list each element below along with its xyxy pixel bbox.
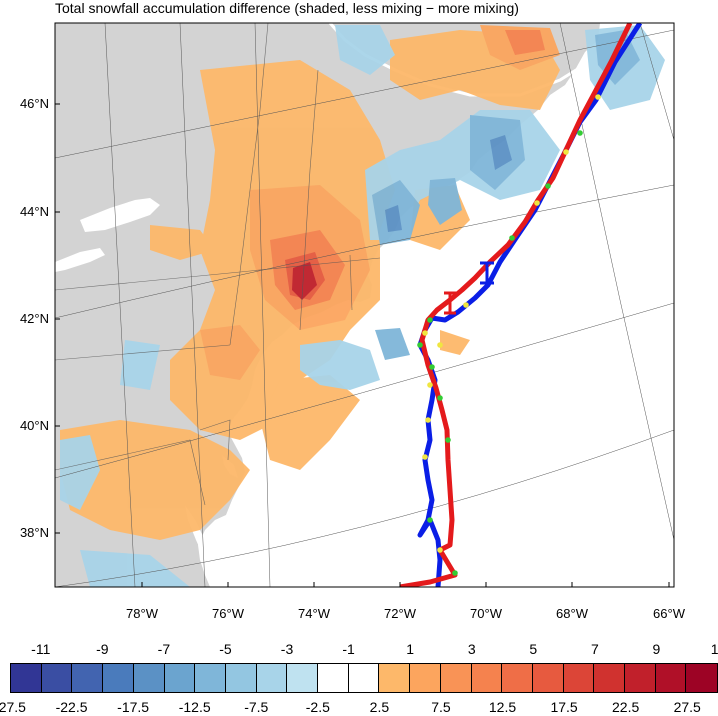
colorbar-bottom-label: 12.5 bbox=[488, 699, 517, 715]
colorbar-top-label: -9 bbox=[96, 641, 109, 657]
figure-title: Total snowfall accumulation difference (… bbox=[55, 0, 519, 16]
colorbar-bottom-label: -12.5 bbox=[178, 699, 211, 715]
colorbar-cell bbox=[72, 664, 104, 692]
colorbar-top-label: 3 bbox=[467, 641, 476, 657]
colorbar bbox=[10, 663, 718, 693]
colorbar-cell bbox=[471, 664, 503, 692]
lon-label: 66°W bbox=[653, 606, 685, 621]
colorbar-bottom-label: 22.5 bbox=[612, 699, 640, 715]
colorbar-cell bbox=[655, 664, 687, 692]
colorbar-cell bbox=[410, 664, 441, 692]
lat-label: 46°N bbox=[19, 96, 49, 111]
track-end-marker-more-mixing bbox=[480, 261, 494, 285]
negative-difference-shading bbox=[60, 25, 665, 587]
colorbar-cell bbox=[563, 664, 595, 692]
colorbar-cell bbox=[625, 664, 656, 692]
colorbar-top-label: -7 bbox=[157, 641, 171, 657]
track-markers bbox=[417, 94, 601, 576]
colorbar-top-label: -1 bbox=[342, 641, 355, 657]
lon-label: 78°W bbox=[126, 606, 158, 621]
lat-label: 42°N bbox=[19, 311, 49, 326]
colorbar-bottom-label: -7.5 bbox=[244, 699, 269, 715]
lon-label: 76°W bbox=[212, 606, 244, 621]
colorbar-top-label: 1 bbox=[406, 641, 415, 657]
lon-label: 74°W bbox=[298, 606, 330, 621]
lat-label: 44°N bbox=[19, 204, 49, 219]
colorbar-bottom-label: -27.5 bbox=[0, 699, 26, 715]
lat-label: 40°N bbox=[19, 418, 49, 433]
colorbar-bottom-label: -22.5 bbox=[55, 699, 88, 715]
track-end-marker-less-mixing bbox=[444, 291, 456, 315]
colorbar-top-label: -5 bbox=[219, 641, 232, 657]
lat-label: 38°N bbox=[19, 525, 49, 540]
colorbar-top-label: -11 bbox=[31, 641, 51, 657]
colorbar-bottom-label: 2.5 bbox=[369, 699, 390, 715]
colorbar-cell bbox=[287, 664, 319, 692]
colorbar-cell bbox=[594, 664, 626, 692]
colorbar-cell bbox=[195, 664, 226, 692]
colorbar-cell bbox=[164, 664, 196, 692]
colorbar-top-label: 9 bbox=[652, 641, 661, 657]
colorbar-cell bbox=[379, 664, 411, 692]
colorbar-top-label: 5 bbox=[529, 641, 538, 657]
colorbar-cell bbox=[11, 664, 42, 692]
lon-label: 70°W bbox=[470, 606, 502, 621]
lake-ontario bbox=[80, 198, 160, 232]
colorbar-cell bbox=[256, 664, 288, 692]
track-less-mixing bbox=[399, 23, 633, 587]
colorbar-top-label: 11 bbox=[710, 641, 718, 657]
colorbar-top-label: -3 bbox=[280, 641, 294, 657]
colorbar-cell bbox=[133, 664, 165, 692]
colorbar-bottom-label: 27.5 bbox=[673, 699, 701, 715]
colorbar-bottom-label: -17.5 bbox=[117, 699, 150, 715]
colorbar-cell bbox=[348, 664, 380, 692]
colorbar-bottom-label: 7.5 bbox=[431, 699, 451, 715]
lake-erie bbox=[55, 248, 105, 272]
lon-label: 68°W bbox=[556, 606, 588, 621]
political-borders bbox=[55, 23, 381, 506]
colorbar-bottom-label: 17.5 bbox=[550, 699, 578, 715]
colorbar-cell bbox=[686, 664, 718, 692]
graticule bbox=[55, 23, 674, 587]
colorbar-cell bbox=[440, 664, 472, 692]
colorbar-cell bbox=[41, 664, 73, 692]
colorbar-cell bbox=[318, 664, 349, 692]
map-frame bbox=[54, 22, 675, 588]
colorbar-cell bbox=[103, 664, 134, 692]
colorbar-top-label: 7 bbox=[590, 641, 599, 657]
colorbar-cell bbox=[225, 664, 257, 692]
colorbar-cell bbox=[532, 664, 564, 692]
lon-label: 72°W bbox=[384, 606, 416, 621]
colorbar-bottom-label: -2.5 bbox=[305, 699, 330, 715]
colorbar-cell bbox=[502, 664, 533, 692]
axis-ticks bbox=[55, 103, 670, 587]
